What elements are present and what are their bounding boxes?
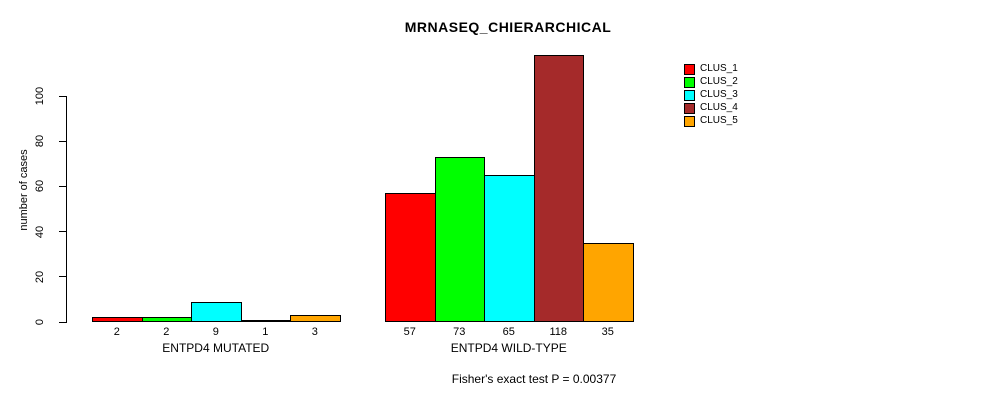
y-axis-tick: [59, 231, 66, 233]
y-axis-tick: [59, 321, 66, 323]
bar-value-label: 73: [453, 326, 466, 338]
legend-swatch-icon: [684, 116, 695, 127]
y-axis-tick-label: 0: [34, 318, 46, 326]
legend-label: CLUS_4: [700, 102, 738, 113]
y-axis-tick: [59, 95, 66, 97]
bar-value-label: 3: [311, 326, 318, 338]
y-axis-tick-label: 100: [34, 86, 46, 106]
x-axis-group-label: ENTPD4 WILD-TYPE: [450, 341, 567, 355]
bar-value-label: 9: [212, 326, 219, 338]
y-axis-tick-label: 20: [34, 270, 46, 283]
bar-clus_1: [92, 317, 143, 322]
legend-label: CLUS_3: [700, 89, 738, 100]
legend-label: CLUS_5: [700, 115, 738, 126]
legend-label: CLUS_1: [700, 63, 738, 74]
bar-value-label: 2: [163, 326, 170, 338]
bar-clus_5: [290, 315, 341, 322]
bar-value-label: 65: [502, 326, 515, 338]
bar-clus_3: [484, 175, 535, 322]
y-axis-tick: [59, 185, 66, 187]
bar-value-label: 118: [549, 326, 568, 338]
bar-clus_2: [434, 157, 485, 322]
legend-swatch-icon: [684, 103, 695, 114]
x-axis-group-label: ENTPD4 MUTATED: [162, 341, 270, 355]
y-axis-tick-label: 80: [34, 135, 46, 148]
y-axis-tick: [59, 276, 66, 278]
legend-swatch-icon: [684, 77, 695, 88]
bar-clus_4: [240, 319, 291, 322]
bar-clus_1: [385, 193, 436, 322]
y-axis-line: [66, 96, 67, 323]
y-axis-title: number of cases: [18, 149, 30, 231]
legend-swatch-icon: [684, 90, 695, 101]
bar-clus_3: [191, 301, 242, 322]
bar-value-label: 57: [403, 326, 416, 338]
y-axis-tick-label: 60: [34, 180, 46, 193]
bar-clus_4: [533, 55, 584, 322]
legend-swatch-icon: [684, 64, 695, 75]
y-axis-tick-label: 40: [34, 225, 46, 238]
chart-title: MRNASEQ_CHIERARCHICAL: [404, 19, 612, 35]
y-axis-tick: [59, 140, 66, 142]
bar-clus_5: [583, 242, 634, 322]
bar-value-label: 35: [601, 326, 614, 338]
fisher-test-caption: Fisher's exact test P = 0.00377: [451, 372, 617, 386]
bar-value-label: 1: [262, 326, 269, 338]
bar-clus_2: [141, 317, 192, 322]
legend-label: CLUS_2: [700, 76, 738, 87]
bar-value-label: 2: [113, 326, 120, 338]
